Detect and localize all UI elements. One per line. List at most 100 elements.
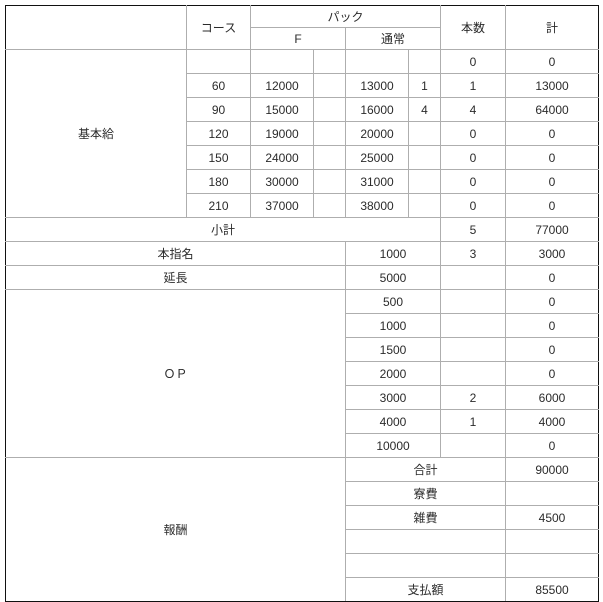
subtotal-label: 小計	[4, 217, 442, 242]
named-count: 3	[440, 241, 507, 266]
op-total: 4000	[505, 409, 600, 434]
cell-f-price: 19000	[250, 121, 314, 146]
cell-course: 60	[186, 73, 251, 98]
cell-f-price: 30000	[250, 169, 314, 194]
cell-course: 210	[186, 193, 251, 218]
table-row: 報酬 合計 90000	[5, 457, 600, 602]
cell-normal-price: 25000	[345, 145, 409, 170]
op-price: 1000	[344, 313, 442, 338]
reward-value: 90000	[505, 457, 600, 482]
op-count: 2	[440, 385, 507, 410]
reward-value	[505, 481, 600, 506]
cell-course: 180	[186, 169, 251, 194]
op-total: 0	[505, 433, 600, 458]
corner-cell	[5, 5, 187, 50]
op-price: 1500	[344, 337, 442, 362]
op-price: 500	[344, 289, 442, 314]
cell-normal-count	[407, 121, 442, 146]
cell-course: 120	[186, 121, 251, 146]
cell-course: 150	[186, 145, 251, 170]
table-row: 寮費	[6, 481, 600, 506]
cell-normal-price: 38000	[345, 193, 409, 218]
op-total: 6000	[505, 385, 600, 410]
op-count	[440, 289, 507, 314]
header-pack-normal: 通常	[344, 27, 442, 50]
reward-label: 合計	[344, 457, 507, 482]
cell-total: 0	[505, 49, 600, 74]
cell-count: 0	[440, 49, 507, 74]
cell-f-count	[313, 73, 346, 98]
named-total: 3000	[505, 241, 600, 266]
cell-total: 0	[505, 121, 600, 146]
table-row: 3000 2 6000	[6, 385, 600, 410]
table-row: 10000 0	[6, 433, 600, 458]
op-total: 0	[505, 313, 600, 338]
header-pack-f: F	[250, 27, 346, 50]
cell-course	[186, 49, 251, 74]
cell-normal-price: 31000	[345, 169, 409, 194]
cell-f-count	[313, 49, 346, 74]
table-row: 150 24000 25000 0 0	[6, 145, 600, 170]
cell-normal-count: 1	[407, 73, 442, 98]
cell-normal-price: 13000	[345, 73, 409, 98]
cell-normal-count: 4	[407, 97, 442, 122]
cell-normal-count	[407, 193, 442, 218]
extension-count	[440, 265, 507, 290]
table-row: ＯＰ 500 0	[5, 289, 600, 458]
cell-f-count	[313, 193, 346, 218]
cell-normal-price	[345, 49, 409, 74]
named-label: 本指名	[5, 241, 346, 266]
extension-price: 5000	[344, 265, 442, 290]
subtotal-total: 77000	[505, 217, 600, 242]
named-price: 1000	[344, 241, 442, 266]
table-row: 基本給 0 0	[5, 49, 600, 218]
cell-f-price: 12000	[250, 73, 314, 98]
op-total: 0	[505, 361, 600, 386]
cell-normal-count	[407, 145, 442, 170]
reward-value: 85500	[505, 577, 600, 602]
cell-count: 1	[440, 73, 507, 98]
cell-f-count	[313, 97, 346, 122]
subtotal-row: 小計 5 77000	[4, 217, 600, 242]
cell-total: 64000	[505, 97, 600, 122]
op-price: 4000	[344, 409, 442, 434]
op-price: 2000	[344, 361, 442, 386]
cell-count: 0	[440, 169, 507, 194]
cell-normal-price: 16000	[345, 97, 409, 122]
reward-label: 寮費	[344, 481, 507, 506]
reward-value: 4500	[505, 505, 600, 530]
cell-normal-count	[407, 169, 442, 194]
extension-total: 0	[505, 265, 600, 290]
cell-course: 90	[186, 97, 251, 122]
op-price: 10000	[344, 433, 442, 458]
op-count	[440, 361, 507, 386]
reward-label: 支払額	[344, 577, 507, 602]
cell-count: 0	[440, 145, 507, 170]
header-count: 本数	[440, 5, 507, 50]
section-label-reward: 報酬	[5, 457, 346, 602]
cell-total: 0	[505, 169, 600, 194]
op-count	[440, 337, 507, 362]
reward-label	[344, 553, 507, 578]
cell-total: 0	[505, 193, 600, 218]
op-total: 0	[505, 337, 600, 362]
subtotal-count: 5	[440, 217, 507, 242]
extension-label: 延長	[5, 265, 346, 290]
cell-f-count	[313, 121, 346, 146]
cell-f-count	[313, 169, 346, 194]
op-total: 0	[505, 289, 600, 314]
op-count	[440, 433, 507, 458]
header-pack: パック	[249, 5, 442, 28]
named-row: 本指名 1000 3 3000	[5, 241, 600, 266]
cell-normal-count	[407, 49, 442, 74]
header-total: 計	[505, 5, 600, 50]
op-price: 3000	[344, 385, 442, 410]
header-row-2: F 通常	[6, 27, 599, 50]
table-row: 90 15000 16000 4 4 64000	[6, 97, 600, 122]
cell-count: 0	[440, 193, 507, 218]
table-row: 60 12000 13000 1 1 13000	[6, 73, 600, 98]
table-row: 210 37000 38000 0 0	[6, 193, 600, 218]
section-label-op: ＯＰ	[5, 289, 346, 458]
reward-label: 雑費	[344, 505, 507, 530]
op-count: 1	[440, 409, 507, 434]
